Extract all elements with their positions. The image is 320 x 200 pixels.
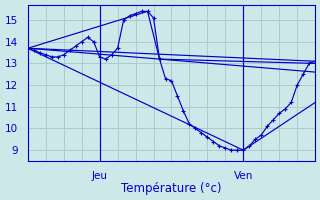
X-axis label: Température (°c): Température (°c) <box>121 182 222 195</box>
